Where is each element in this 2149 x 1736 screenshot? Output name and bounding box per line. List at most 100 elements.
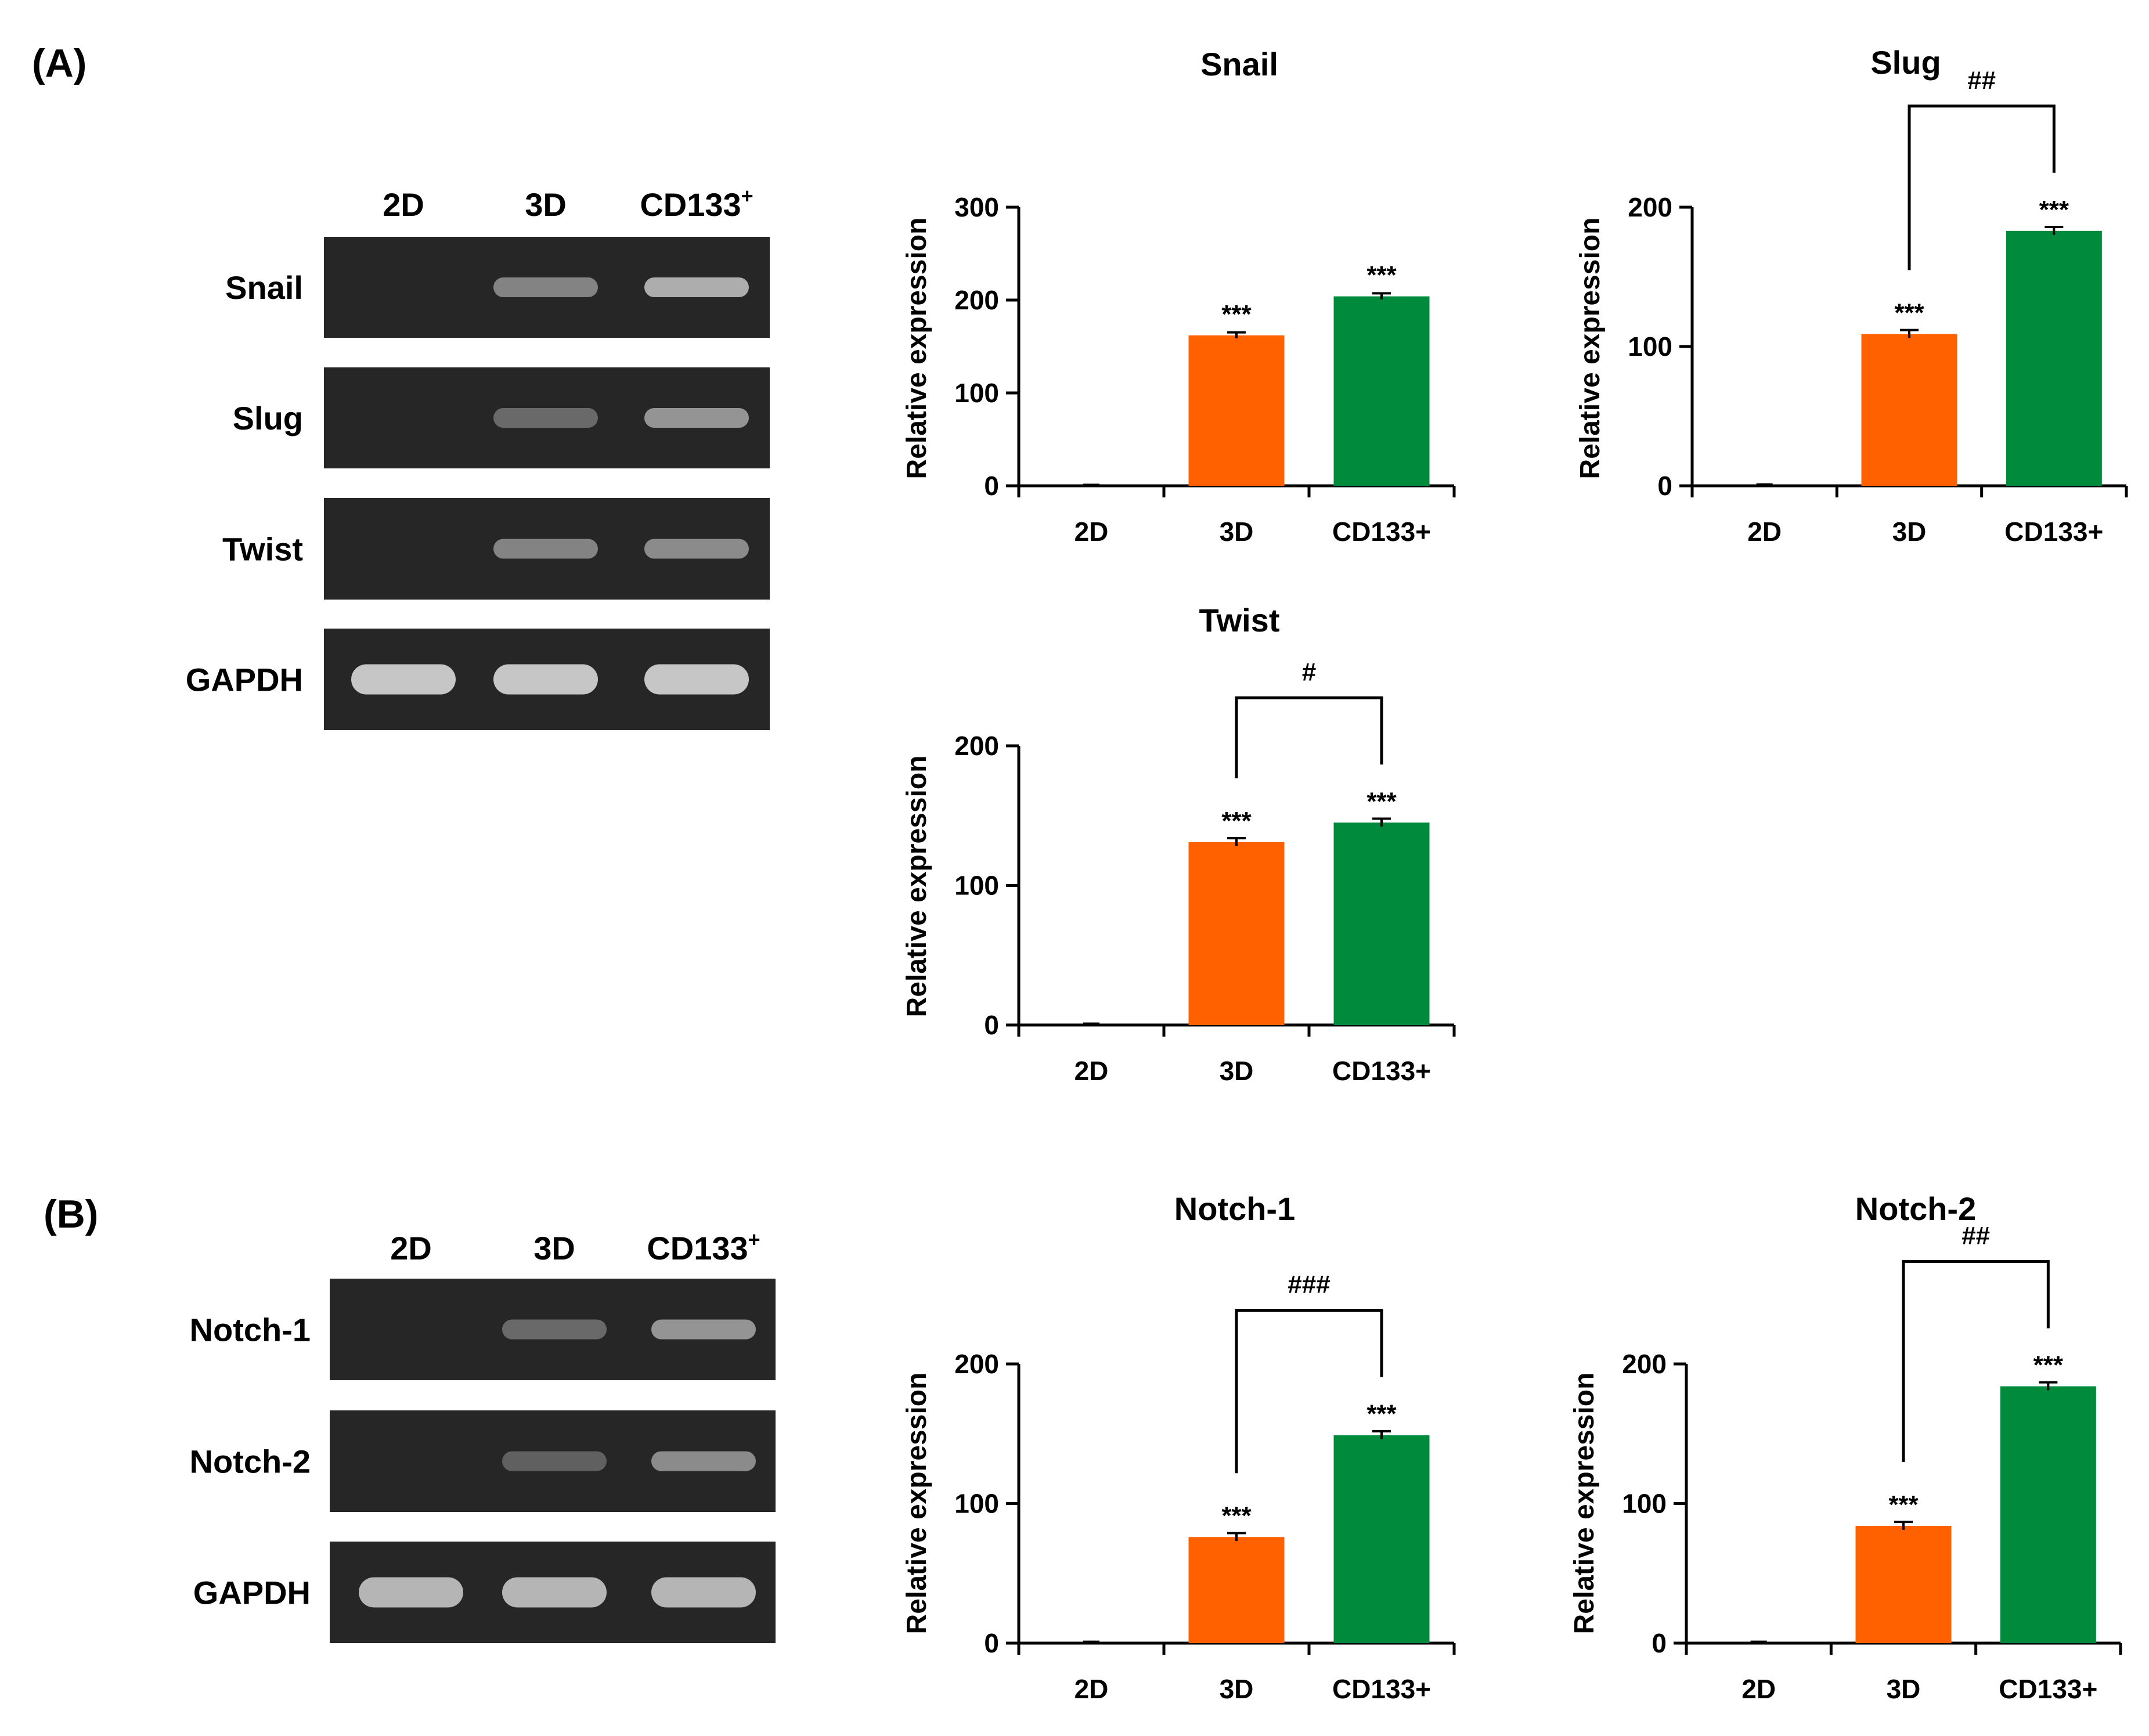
gel-lane-text: CD133 (647, 1230, 748, 1266)
gel-row-label: Notch-2 (190, 1443, 311, 1480)
gel-lane-superscript: + (748, 1228, 760, 1251)
x-tick-label: 3D (1220, 1056, 1254, 1086)
y-tick-label: 200 (954, 1349, 999, 1379)
y-axis-label: Relative expression (902, 1373, 932, 1634)
chart-title: Notch-2 (1855, 1190, 1976, 1227)
gel-band (493, 664, 598, 695)
significance-bracket (1235, 1309, 1383, 1474)
gel-lane-superscript: + (741, 184, 753, 208)
y-tick-label: 0 (984, 1010, 999, 1040)
significance-stars: *** (1221, 1502, 1252, 1530)
y-tick-label: 100 (954, 1489, 999, 1519)
gel-lane-text: 3D (533, 1230, 575, 1266)
bar-cd133 (2006, 230, 2102, 486)
x-tick-label: 3D (1220, 1674, 1254, 1704)
gel-lane-label: 2D (383, 186, 424, 223)
y-tick-label: 0 (1652, 1628, 1667, 1658)
gel-lane-label: CD133+ (640, 184, 753, 223)
significance-stars: *** (1221, 807, 1252, 835)
bracket-label: # (1302, 658, 1316, 686)
gel-lane-text: 3D (525, 186, 567, 223)
gel-band (644, 277, 749, 297)
x-tick-label: 3D (1887, 1674, 1921, 1704)
gel-row-label: Slug (233, 400, 303, 436)
gel-band (502, 1319, 607, 1340)
y-axis-label: Relative expression (902, 756, 932, 1017)
y-tick-label: 200 (1628, 192, 1672, 222)
y-axis-label: Relative expression (1575, 218, 1606, 479)
gel-band (493, 408, 598, 428)
bar-cd133 (2000, 1386, 2096, 1643)
y-tick-label: 0 (984, 471, 999, 501)
bar-3d (1861, 334, 1957, 486)
y-tick-label: 100 (1628, 331, 1672, 362)
gel-band (651, 1451, 756, 1471)
bar-cd133 (1333, 1435, 1430, 1643)
significance-stars: *** (1366, 787, 1397, 815)
gel-row-label: Snail (225, 269, 303, 306)
gel-band (502, 1577, 607, 1608)
panel-label-a: (A) (32, 41, 86, 85)
x-tick-label: CD133+ (2004, 517, 2103, 547)
gel-band (651, 1319, 756, 1340)
chart-title: Slug (1870, 44, 1941, 81)
x-tick-label: 2D (1741, 1674, 1776, 1704)
y-tick-label: 200 (954, 285, 999, 315)
gel-row-label: GAPDH (186, 662, 303, 698)
gel-band (502, 1451, 607, 1471)
y-tick-label: 100 (954, 871, 999, 901)
chart-notch-2: Notch-2 Relative expression 0 100 200 2D 3D CD1… (1569, 1190, 2122, 1704)
chart-twist: Twist Relative expression 0 100 200 2D 3D CD133… (902, 602, 1456, 1086)
gel-lane-label: 3D (533, 1230, 575, 1266)
y-tick-label: 0 (1657, 471, 1672, 501)
y-tick-label: 300 (954, 192, 999, 222)
gel-row-label: GAPDH (193, 1575, 311, 1611)
x-tick-label: 3D (1220, 517, 1254, 547)
x-tick-label: 2D (1074, 1056, 1109, 1086)
significance-stars: *** (1366, 261, 1397, 290)
gel-lane-text: 2D (383, 186, 424, 223)
gel-band (493, 277, 598, 297)
bar-3d (1188, 842, 1285, 1025)
bar-3d (1188, 1537, 1285, 1643)
bar-3d (1855, 1525, 1952, 1643)
gel-band (644, 539, 749, 559)
bracket-label: ## (1961, 1221, 1990, 1250)
x-tick-label: 3D (1892, 517, 1927, 547)
y-axis-label: Relative expression (902, 218, 932, 479)
gel-lane-label: 2D (390, 1230, 432, 1266)
significance-stars: *** (1366, 1400, 1397, 1428)
bar-cd133 (1333, 822, 1430, 1025)
gel-band (359, 1577, 463, 1608)
x-tick-label: CD133+ (1332, 517, 1431, 547)
gel-lane-label: CD133+ (647, 1228, 760, 1266)
chart-snail: Snail Relative expression 0 100 200 300 2D 3D CD… (902, 46, 1456, 547)
x-tick-label: 2D (1074, 517, 1109, 547)
gel-band (493, 539, 598, 559)
gel-band (644, 408, 749, 428)
significance-bracket (1902, 1259, 2050, 1462)
y-tick-label: 200 (954, 731, 999, 761)
bar-cd133 (1333, 296, 1430, 486)
chart-title: Notch-1 (1174, 1190, 1295, 1227)
significance-bracket (1235, 696, 1383, 778)
x-tick-label: 2D (1074, 1674, 1109, 1704)
y-tick-label: 200 (1622, 1349, 1667, 1379)
significance-stars: *** (1894, 298, 1924, 327)
significance-stars: *** (2033, 1351, 2064, 1379)
gel-lane-text: CD133 (640, 186, 741, 223)
gel-row-label: Twist (222, 531, 303, 568)
y-tick-label: 100 (954, 378, 999, 408)
significance-stars: *** (1221, 300, 1252, 329)
gel-a: 2D 3D CD133+ Snail Slug Twist GAPDH (186, 184, 770, 730)
chart-title: Snail (1200, 46, 1278, 82)
gel-band (644, 664, 749, 695)
gel-row-label: Notch-1 (190, 1312, 311, 1348)
chart-title: Twist (1199, 602, 1280, 638)
significance-stars: *** (1888, 1490, 1919, 1519)
panel-label-b: (B) (44, 1192, 98, 1236)
gel-lane-text: 2D (390, 1230, 432, 1266)
y-tick-label: 100 (1622, 1489, 1667, 1519)
gel-band (651, 1577, 756, 1608)
gel-b: 2D 3D CD133+ Notch-1 Notch-2 GAPDH (190, 1228, 776, 1643)
